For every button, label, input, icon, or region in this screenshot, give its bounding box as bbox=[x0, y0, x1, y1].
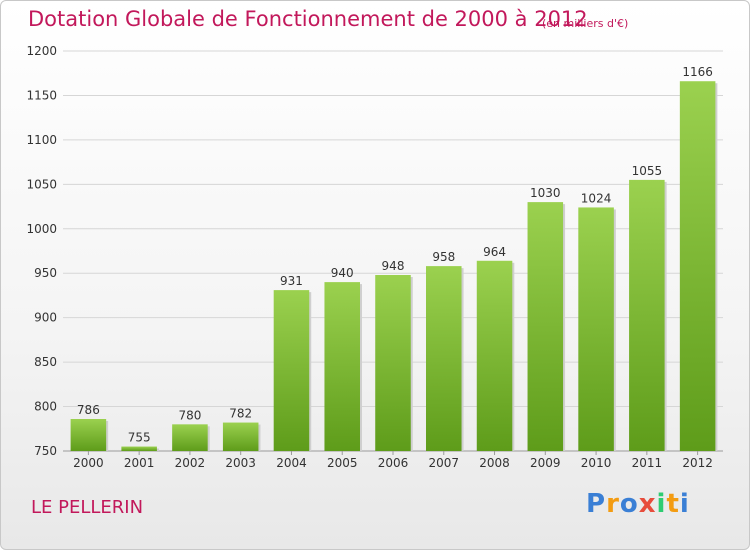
bar bbox=[426, 266, 462, 451]
bar-value-label: 782 bbox=[229, 407, 252, 421]
y-tick-label: 800 bbox=[34, 400, 57, 414]
y-tick-label: 1050 bbox=[26, 177, 57, 191]
y-tick-label: 1000 bbox=[26, 222, 57, 236]
bar bbox=[172, 424, 208, 451]
y-tick-label: 1150 bbox=[26, 88, 57, 102]
x-tick-label: 2012 bbox=[682, 456, 713, 470]
x-tick-label: 2001 bbox=[124, 456, 155, 470]
bar-value-label: 786 bbox=[77, 403, 100, 417]
y-tick-label: 1100 bbox=[26, 133, 57, 147]
x-tick-label: 2011 bbox=[632, 456, 663, 470]
bar bbox=[476, 260, 513, 451]
bar-value-label: 780 bbox=[178, 408, 201, 422]
y-tick-label: 850 bbox=[34, 355, 57, 369]
bar-value-label: 1055 bbox=[632, 164, 663, 178]
bar-value-label: 1166 bbox=[682, 65, 713, 79]
y-tick-label: 950 bbox=[34, 266, 57, 280]
bar bbox=[527, 202, 564, 451]
commune-name: LE PELLERIN bbox=[31, 497, 144, 518]
x-tick-label: 2006 bbox=[378, 456, 409, 470]
proxiti-logo-letter: t bbox=[666, 489, 680, 519]
bar bbox=[578, 207, 614, 451]
bar-value-label: 931 bbox=[280, 274, 303, 288]
bar-value-label: 755 bbox=[128, 431, 151, 445]
proxiti-logo-letter: P bbox=[586, 489, 607, 519]
proxiti-logo-letter: o bbox=[619, 489, 639, 519]
bar bbox=[70, 419, 107, 451]
bar bbox=[375, 275, 411, 451]
chart-title: Dotation Globale de Fonctionnement de 20… bbox=[28, 7, 588, 31]
x-tick-label: 2008 bbox=[479, 456, 510, 470]
bar-value-label: 1030 bbox=[530, 186, 561, 200]
bar-value-label: 1024 bbox=[581, 191, 612, 205]
proxiti-logo-letter: x bbox=[638, 489, 657, 519]
x-tick-label: 2009 bbox=[530, 456, 561, 470]
x-tick-label: 2005 bbox=[327, 456, 358, 470]
proxiti-logo: Proxiti bbox=[586, 489, 690, 519]
bar-value-label: 948 bbox=[382, 259, 405, 273]
x-tick-label: 2003 bbox=[225, 456, 256, 470]
proxiti-logo-letter: r bbox=[606, 489, 620, 519]
bar-value-label: 964 bbox=[483, 245, 506, 259]
proxiti-logo-letter: i bbox=[679, 489, 690, 519]
bar bbox=[679, 81, 716, 451]
x-tick-label: 2010 bbox=[581, 456, 612, 470]
y-tick-label: 750 bbox=[34, 444, 57, 458]
chart-subtitle: (en milliers d'€) bbox=[542, 17, 629, 30]
bar-value-label: 940 bbox=[331, 266, 354, 280]
y-tick-label: 900 bbox=[34, 311, 57, 325]
x-tick-label: 2007 bbox=[428, 456, 459, 470]
x-tick-label: 2000 bbox=[73, 456, 104, 470]
bar bbox=[629, 179, 665, 451]
bar bbox=[222, 422, 259, 451]
x-tick-label: 2002 bbox=[175, 456, 206, 470]
proxiti-logo-letter: i bbox=[656, 489, 667, 519]
bar-value-label: 958 bbox=[432, 250, 455, 264]
y-tick-label: 1200 bbox=[26, 44, 57, 58]
bar bbox=[121, 446, 157, 451]
x-tick-label: 2004 bbox=[276, 456, 307, 470]
bar bbox=[324, 282, 360, 451]
bar bbox=[273, 290, 310, 451]
